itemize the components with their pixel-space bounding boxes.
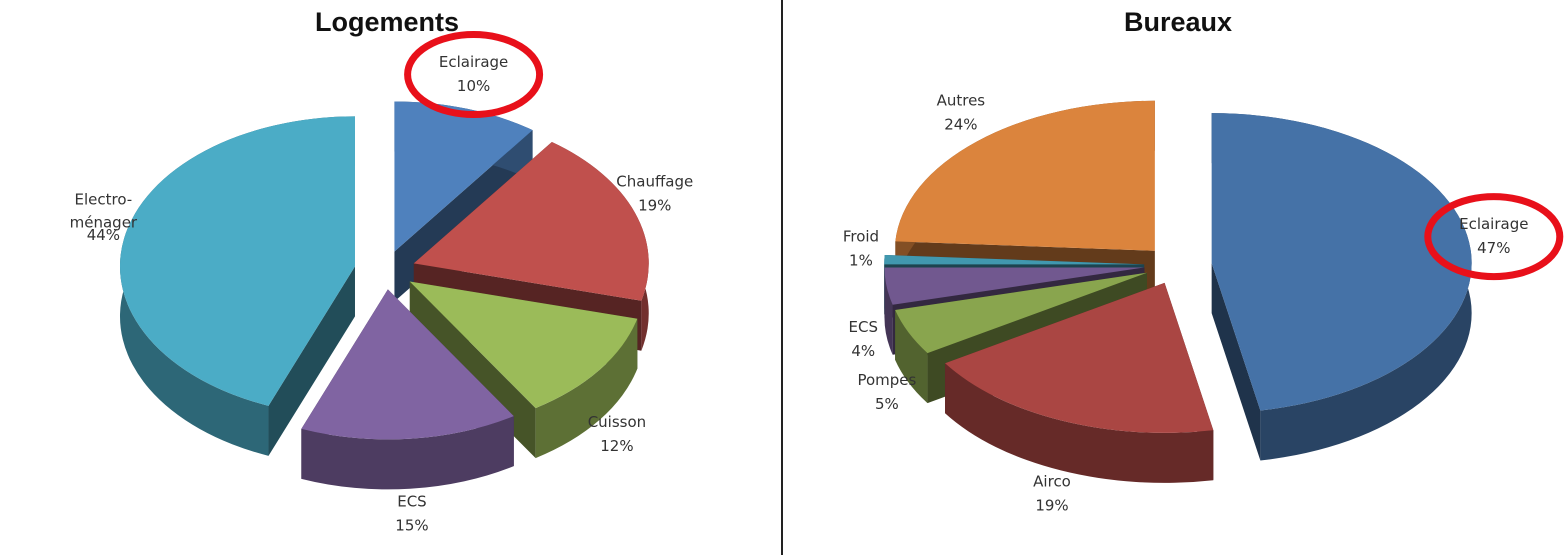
label-line: Electro- — [75, 190, 133, 208]
slice-wall — [945, 363, 1214, 483]
slice-label: Airco — [1033, 472, 1071, 490]
chart-title: Bureaux — [1124, 7, 1232, 37]
slice-value-label: 12% — [600, 437, 633, 455]
slice-label: ECS — [849, 318, 878, 336]
slice — [301, 289, 514, 440]
slice-label: Autres — [937, 91, 986, 109]
slice-side — [1211, 113, 1261, 461]
slice-label: Eclairage — [1459, 215, 1528, 233]
slice — [884, 254, 1145, 265]
slice — [884, 267, 1145, 305]
highlight-circle — [1424, 193, 1564, 281]
slice-wall — [895, 310, 928, 404]
slice — [409, 281, 638, 409]
slice-value-label: 15% — [395, 517, 428, 535]
slice-value-label: 24% — [944, 115, 977, 133]
slice — [895, 100, 1155, 251]
slice-label: Froid — [843, 227, 879, 245]
slice-label: Pompes — [857, 371, 916, 389]
slice-value-label: 10% — [457, 77, 490, 95]
slice-value-label: 19% — [638, 196, 671, 214]
label-line: ménager — [70, 213, 138, 231]
slice — [119, 116, 355, 406]
slice — [394, 101, 533, 252]
slice-label: Eclairage — [439, 53, 508, 71]
slice-wall — [535, 318, 638, 459]
slice-label: Electro-ménager — [70, 190, 138, 231]
slice-value-label: 4% — [851, 342, 875, 360]
slice-label: ECS — [397, 493, 426, 511]
chart-title: Logements — [315, 7, 459, 37]
slice-label: Chauffage — [616, 172, 693, 190]
slice — [413, 142, 649, 301]
slice-wall — [301, 416, 514, 490]
slice — [1211, 113, 1472, 411]
slice — [895, 272, 1147, 354]
slice-value-label: 1% — [849, 251, 873, 269]
slice-value-label: 19% — [1035, 496, 1068, 514]
slice-label: Cuisson — [588, 413, 646, 431]
highlight-circle — [404, 31, 544, 119]
slice-value-label: 5% — [875, 395, 899, 413]
slice-value-label: 44% — [87, 226, 120, 244]
slice — [945, 282, 1214, 433]
slice-wall — [884, 267, 893, 355]
slice-value-label: 47% — [1477, 239, 1510, 257]
slice-side — [895, 100, 1155, 301]
